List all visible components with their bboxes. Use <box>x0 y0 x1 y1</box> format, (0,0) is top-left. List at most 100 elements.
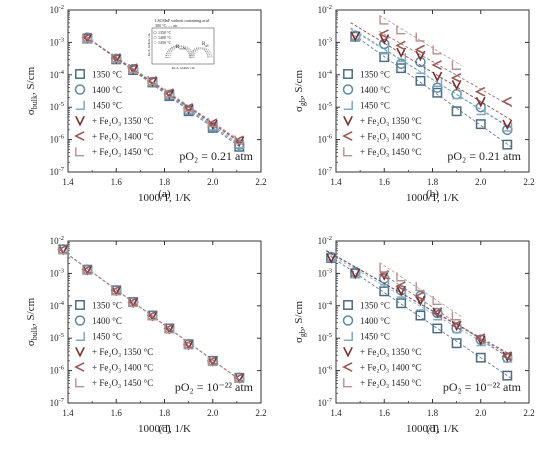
legend-label: 1400 °C <box>92 316 122 326</box>
fit-line <box>326 252 513 360</box>
y-tick-label: 10-3 <box>50 267 64 278</box>
legend-marker <box>343 331 353 341</box>
legend-label: + Fe₂O₃ 1350 °C <box>360 116 421 126</box>
data-point <box>147 311 157 321</box>
data-point <box>82 33 92 43</box>
data-point <box>183 103 193 113</box>
data-point <box>395 281 406 292</box>
data-point <box>396 298 407 309</box>
legend-marker <box>75 115 85 127</box>
y-tick-label: 10-3 <box>50 36 64 47</box>
data-point <box>235 139 245 149</box>
legend-label: 1450 °C <box>360 101 390 111</box>
y-tick-label: 10-7 <box>318 166 333 177</box>
y-tick-label: 10-5 <box>50 332 64 343</box>
x-tick-label: 1.8 <box>159 177 171 187</box>
data-point <box>128 63 138 74</box>
panel-caption: (d) <box>426 423 439 435</box>
data-point <box>502 119 513 131</box>
data-point <box>58 245 68 255</box>
y-tick-label: 10-6 <box>318 365 333 376</box>
inset-legend-label: 1400 °C <box>158 35 172 40</box>
y-axis-label: σbulk, S/cm <box>25 66 39 115</box>
data-point <box>451 106 462 117</box>
inset-label-rgb: Rgb <box>202 42 209 48</box>
legend-label: + Fe₂O₃ 1400 °C <box>360 363 421 373</box>
x-tick-label: 2.2 <box>523 408 534 418</box>
data-point <box>432 45 442 55</box>
data-point <box>431 308 442 318</box>
legend-marker <box>75 300 85 310</box>
inset-legend-marker <box>153 41 157 45</box>
legend-marker <box>75 147 85 157</box>
data-point <box>379 263 389 273</box>
y-tick-label: 10-7 <box>318 397 333 408</box>
fit-line <box>350 22 513 121</box>
data-point <box>380 45 390 55</box>
y-tick-label: 10-2 <box>50 4 64 15</box>
x-axis-label: 1000/T, 1/K <box>138 423 191 435</box>
data-point <box>451 338 462 349</box>
legend-marker <box>343 115 353 127</box>
inset-y-label: - Im Z, kOhm·cm <box>147 33 152 58</box>
legend-label: 1350 °C <box>92 301 122 311</box>
inset-subtitle: 300 °C, ..., air <box>155 23 178 29</box>
data-point <box>451 79 462 91</box>
data-point <box>111 53 121 63</box>
legend-marker <box>75 331 85 341</box>
legend-marker <box>342 362 353 372</box>
legend-marker <box>342 131 353 141</box>
data-point <box>378 29 389 40</box>
data-point <box>503 122 513 132</box>
data-point <box>379 15 389 25</box>
x-axis-label: 1000/T, 1/K <box>406 423 459 435</box>
inset-title: LSCMnF without containing acid <box>155 18 209 23</box>
data-point <box>396 52 407 63</box>
x-tick-label: 2.0 <box>475 177 487 187</box>
data-point <box>326 253 337 264</box>
y-axis-label: σgb, S/cm <box>293 70 307 112</box>
data-point <box>350 268 361 280</box>
po2-annotation: pO₂ = 0.21 atm <box>179 149 253 163</box>
data-point <box>432 82 443 93</box>
data-point <box>414 44 425 55</box>
data-point <box>112 54 122 64</box>
data-point <box>474 86 486 97</box>
po2-annotation: pO₂ = 10⁻²² atm <box>443 380 522 394</box>
x-tick-label: 1.6 <box>379 177 391 187</box>
data-point <box>475 352 486 363</box>
data-point <box>432 71 443 83</box>
data-point <box>432 307 443 318</box>
data-point <box>432 323 443 334</box>
data-point <box>83 34 93 44</box>
y-axis-label: σbulk, S/cm <box>25 297 39 346</box>
data-point <box>450 320 462 331</box>
inset-legend-marker <box>153 36 157 40</box>
fit-line <box>379 14 462 66</box>
legend-marker <box>75 346 85 358</box>
data-point <box>415 282 425 292</box>
y-tick-label: 10-4 <box>318 300 333 311</box>
data-point <box>379 52 390 63</box>
x-tick-label: 1.6 <box>111 177 123 187</box>
data-point <box>450 73 462 83</box>
data-point <box>183 340 193 350</box>
legend-marker <box>342 315 354 326</box>
data-point <box>415 32 425 42</box>
data-point <box>396 288 407 298</box>
plot-frame <box>67 240 262 404</box>
inset-label-rbulk: Rbulk <box>176 45 186 51</box>
y-tick-label: 10-3 <box>318 36 332 47</box>
data-point <box>207 356 217 366</box>
legend-marker <box>74 362 85 372</box>
data-point <box>351 31 361 41</box>
chart-panel-2: 1.4 1.6 1.8 2.0 2.2 10-7 10-6 10-5 10-4 10-3 10-2 1… <box>293 4 535 204</box>
x-tick-label: 2.0 <box>207 177 219 187</box>
inset-arc-gb <box>193 47 213 59</box>
legend-marker <box>343 378 353 388</box>
data-point <box>476 106 486 116</box>
x-tick-label: 1.4 <box>62 408 74 418</box>
data-point <box>503 353 513 363</box>
inset-legend-label: 1350 °C <box>158 30 172 35</box>
data-point <box>396 272 406 282</box>
